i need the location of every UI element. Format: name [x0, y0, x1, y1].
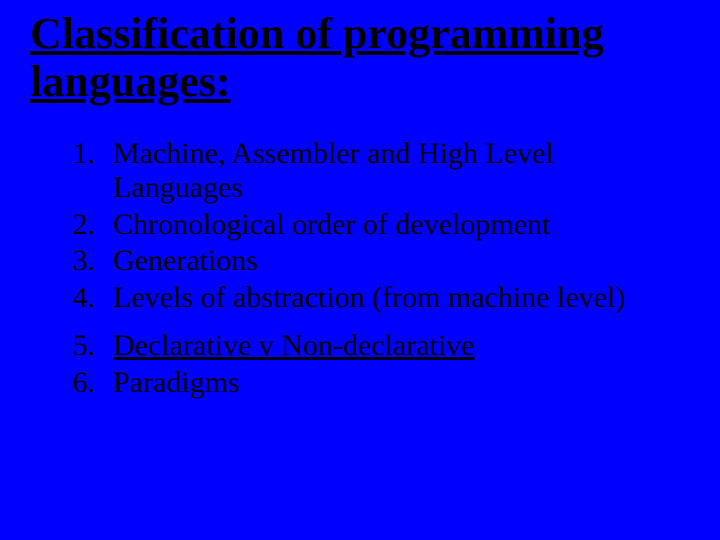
list-number: 4.	[30, 281, 113, 316]
list-text: Levels of abstraction (from machine leve…	[113, 281, 690, 316]
list-number: 3.	[30, 244, 113, 279]
list-item: 3. Generations	[30, 244, 690, 279]
slide: Classification of programming languages:…	[0, 0, 720, 540]
list-item: 4. Levels of abstraction (from machine l…	[30, 281, 690, 316]
list-number: 5.	[30, 329, 113, 364]
classification-list: 1. Machine, Assembler and High Level Lan…	[30, 137, 690, 401]
list-text: Declarative v Non-declarative	[113, 329, 690, 364]
list-item: 6. Paradigms	[30, 366, 690, 401]
list-text: Machine, Assembler and High Level Langua…	[113, 137, 690, 206]
list-item: 1. Machine, Assembler and High Level Lan…	[30, 137, 690, 206]
list-text: Chronological order of development	[113, 208, 690, 243]
list-gap	[30, 317, 690, 327]
list-text: Paradigms	[113, 366, 690, 401]
list-number: 6.	[30, 366, 113, 401]
list-text: Generations	[113, 244, 690, 279]
slide-title: Classification of programming languages:	[30, 10, 690, 107]
list-number: 1.	[30, 137, 113, 206]
list-item: 5. Declarative v Non-declarative	[30, 329, 690, 364]
list-number: 2.	[30, 208, 113, 243]
list-item: 2. Chronological order of development	[30, 208, 690, 243]
